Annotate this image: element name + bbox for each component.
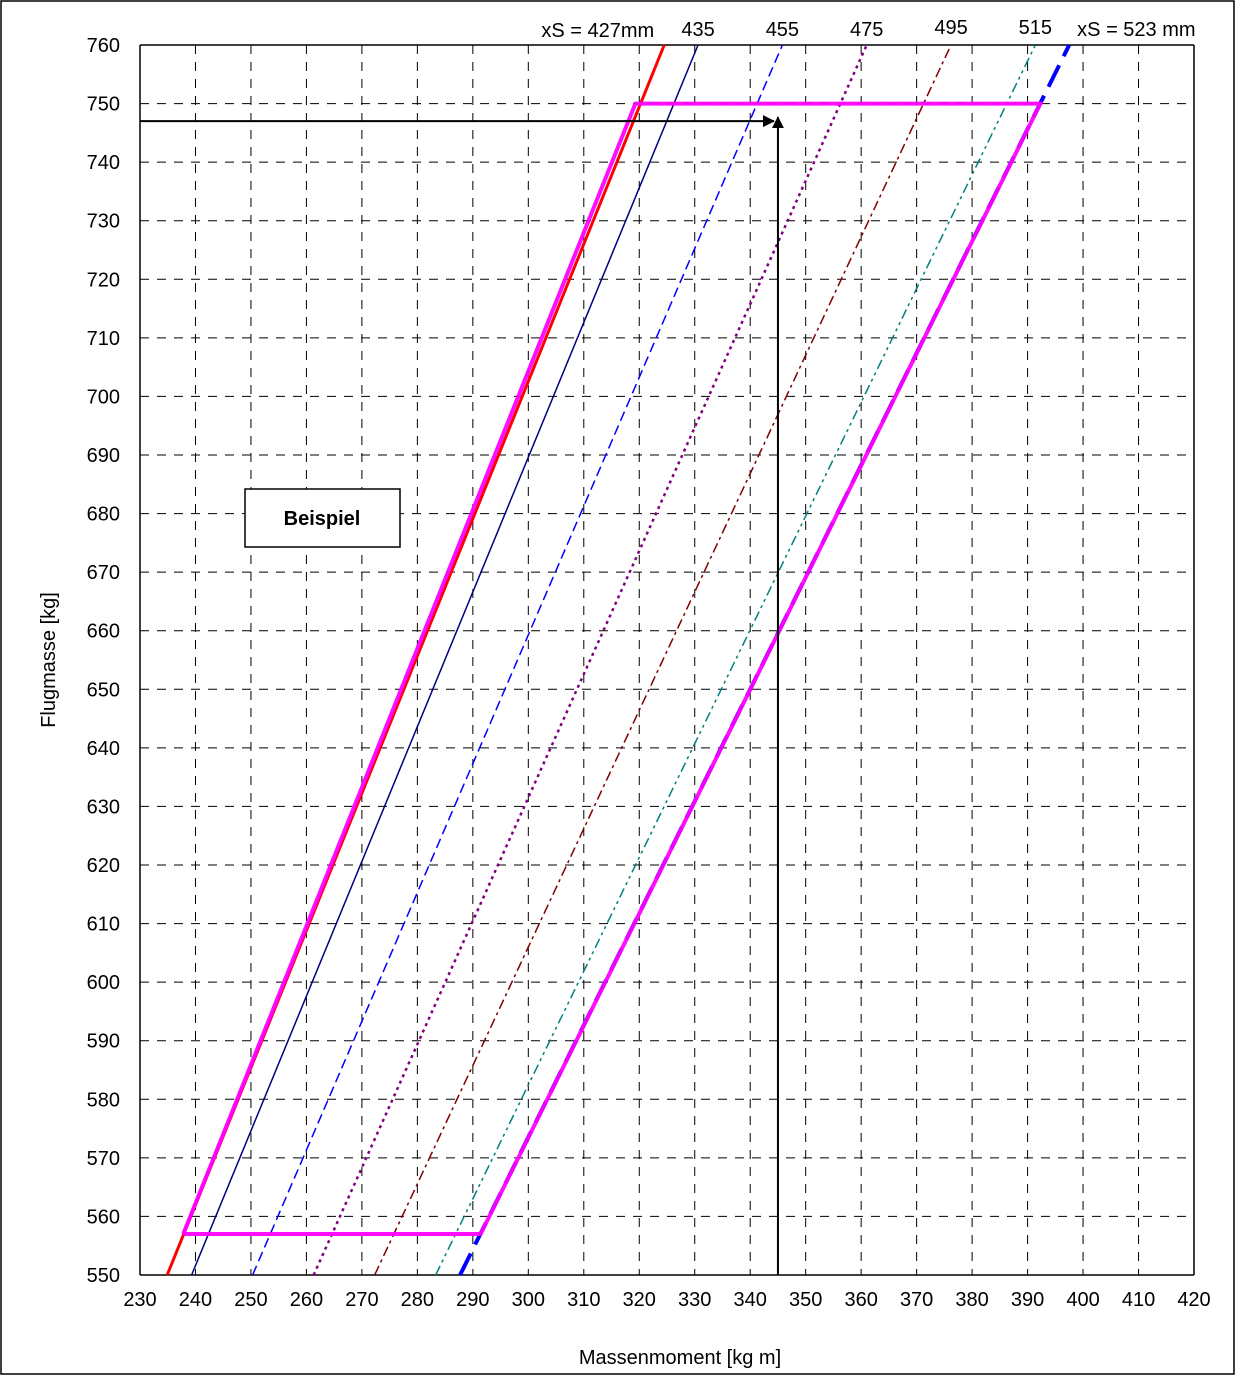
x-tick-label: 420 [1177, 1289, 1210, 1311]
series-labels: xS = 427mm 435 455 475 495 515 xS = 523 mm [541, 17, 1195, 42]
example-group [140, 115, 784, 1275]
x-tick-label: 330 [678, 1289, 711, 1311]
beispiel-box-frame [244, 488, 401, 548]
x-tick-label: 270 [345, 1289, 378, 1311]
x-tick-label: 230 [123, 1289, 156, 1311]
y-tick-label: 700 [87, 386, 120, 408]
series-label-3: 455 [766, 19, 799, 41]
series-line-2 [190, 44, 699, 1276]
grid [139, 44, 1195, 1276]
x-tick-label: 380 [955, 1289, 988, 1311]
envelope-outline [181, 101, 1044, 1236]
x-tick-label: 260 [290, 1289, 323, 1311]
series-label-2: 435 [681, 19, 714, 41]
x-tick-label: 410 [1122, 1289, 1155, 1311]
y-tick-label: 650 [87, 679, 120, 701]
x-tick-label: 360 [844, 1289, 877, 1311]
y-tick-label: 590 [87, 1031, 120, 1053]
x-tick-label: 390 [1011, 1289, 1044, 1311]
x-tick-label: 300 [512, 1289, 545, 1311]
series-label-7: xS = 523 mm [1077, 19, 1195, 41]
x-tick-label: 350 [789, 1289, 822, 1311]
x-tick-label: 400 [1066, 1289, 1099, 1311]
y-tick-label: 660 [87, 621, 120, 643]
y-tick-label: 570 [87, 1148, 120, 1170]
y-tick-label: 550 [87, 1265, 120, 1287]
y-tick-label: 620 [87, 855, 120, 877]
beispiel-box: Beispiel [244, 488, 401, 548]
series-line-5 [373, 44, 952, 1276]
y-tick-label: 640 [87, 738, 120, 760]
x-tick-label: 310 [567, 1289, 600, 1311]
y-tick-label: 740 [87, 152, 120, 174]
y-tick-label: 750 [87, 94, 120, 116]
y-tick-label: 630 [87, 796, 120, 818]
series-label-5: 495 [934, 17, 967, 39]
series-line-6 [435, 44, 1037, 1276]
series-label-1: xS = 427mm [541, 20, 654, 42]
x-tick-label: 320 [623, 1289, 656, 1311]
x-tick-label: 340 [734, 1289, 767, 1311]
y-tick-label: 610 [87, 914, 120, 936]
series-line-3 [251, 44, 784, 1276]
y-tick-label: 580 [87, 1089, 120, 1111]
y-tick-label: 680 [87, 504, 120, 526]
x-tick-label: 290 [456, 1289, 489, 1311]
y-axis-title: Flugmasse [kg] [38, 592, 60, 728]
y-tick-label: 760 [87, 35, 120, 57]
y-tick-label: 710 [87, 328, 120, 350]
y-tick-label: 670 [87, 562, 120, 584]
y-tick-label: 720 [87, 269, 120, 291]
series-line-4 [312, 44, 868, 1276]
x-tick-label: 250 [234, 1289, 267, 1311]
y-tick-label: 600 [87, 972, 120, 994]
envelope-group [181, 101, 1044, 1236]
series-label-6: 515 [1019, 17, 1052, 39]
tick-labels: 230 240 250 260 270 280 290 300 310 320 330 340 350 3… [87, 35, 1211, 1311]
series-label-4: 475 [850, 19, 883, 41]
x-tick-label: 370 [900, 1289, 933, 1311]
x-axis-title: Massenmoment [kg m] [579, 1347, 781, 1369]
y-tick-label: 690 [87, 445, 120, 467]
y-tick-label: 730 [87, 211, 120, 233]
x-tick-label: 240 [179, 1289, 212, 1311]
y-tick-label: 560 [87, 1206, 120, 1228]
x-tick-label: 280 [401, 1289, 434, 1311]
beispiel-label: Beispiel [284, 508, 361, 530]
